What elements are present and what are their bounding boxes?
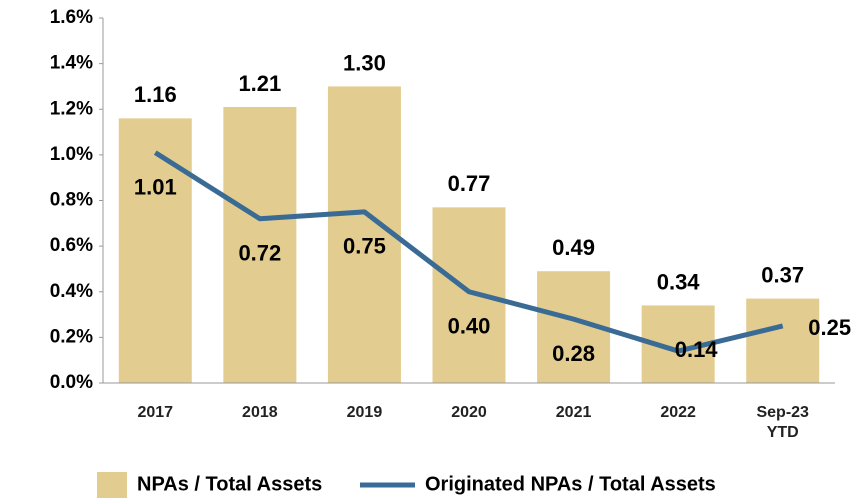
legend-swatch — [97, 472, 127, 498]
x-tick-label: 2018 — [242, 404, 278, 421]
bar-value-label: 0.34 — [657, 269, 701, 294]
x-tick-label: 2020 — [451, 404, 487, 421]
bar-value-label: 0.37 — [761, 262, 804, 287]
line-value-label: 0.14 — [675, 337, 719, 362]
line — [153, 150, 784, 354]
bar-value-label: 1.16 — [134, 82, 177, 107]
legend-label: NPAs / Total Assets — [137, 473, 322, 495]
y-tick-label: 0.4% — [50, 281, 93, 302]
bar-value-label: 1.21 — [238, 71, 281, 96]
y-tick-label: 1.0% — [50, 144, 93, 165]
bar-value-label: 0.49 — [552, 235, 595, 260]
bar — [327, 86, 401, 383]
x-tick-label: 2021 — [555, 404, 592, 421]
bar — [118, 118, 192, 383]
bar — [746, 298, 820, 383]
bar-value-label: 1.30 — [343, 50, 386, 75]
x-tick-label: Sep-23 YTD — [756, 404, 809, 441]
bar — [223, 106, 297, 383]
line-value-label: 0.28 — [552, 341, 595, 366]
line-value-label: 0.75 — [343, 234, 386, 259]
line-value-label: 1.01 — [134, 174, 177, 199]
x-tick-label: 2022 — [660, 404, 696, 421]
x-tick-label: 2017 — [137, 404, 174, 421]
line-value-label: 0.72 — [238, 241, 281, 266]
bar — [432, 207, 506, 383]
bar-value-label: 0.77 — [448, 171, 491, 196]
line-value-label: 0.25 — [808, 315, 851, 340]
y-tick-label: 0.6% — [50, 235, 93, 256]
legend-label: Originated NPAs / Total Assets — [425, 473, 716, 495]
y-tick-label: 0.8% — [50, 190, 93, 211]
y-tick-label: 0.2% — [50, 326, 93, 347]
y-tick-label: 1.2% — [50, 98, 93, 119]
x-tick-label: 2019 — [346, 404, 383, 421]
line-value-label: 0.40 — [448, 314, 491, 339]
y-tick-label: 1.4% — [50, 53, 93, 74]
y-tick-label: 1.6% — [50, 7, 93, 28]
y-tick-label: 0.0% — [50, 372, 93, 393]
